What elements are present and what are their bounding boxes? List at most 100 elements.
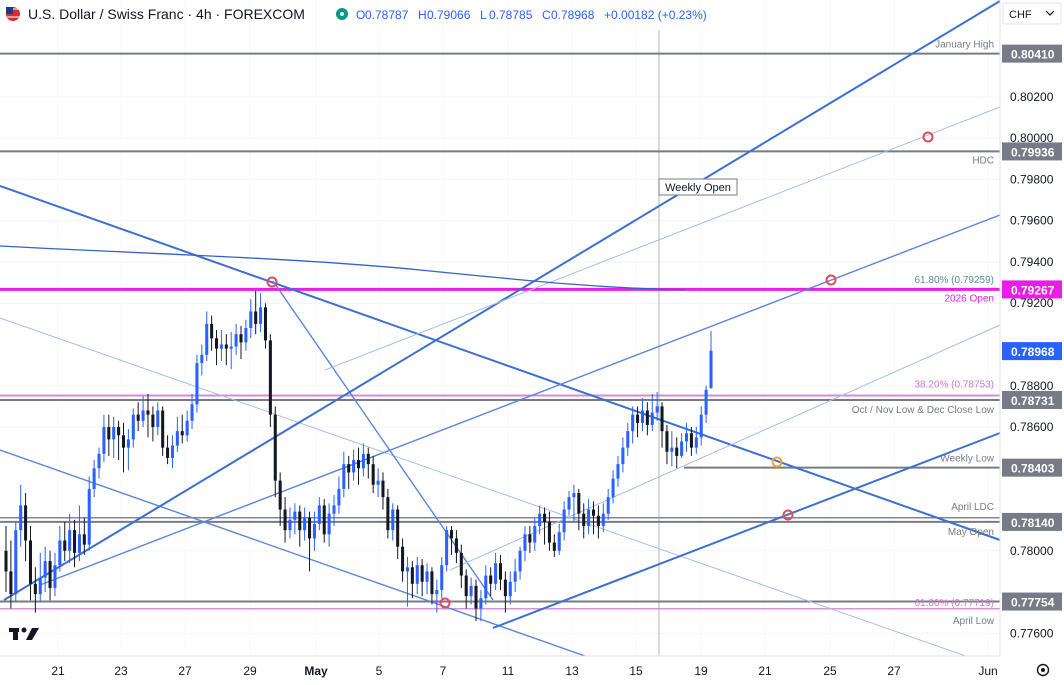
candle-body [484,575,488,599]
candle-body [469,585,473,597]
candle-body [185,420,189,436]
price-axis[interactable]: 0.80200 0.80000 0.79800 0.79600 0.79400 0.792… [1010,90,1054,640]
candle-body [685,433,689,442]
candle-body [352,460,356,473]
candle-body [538,513,542,527]
tradingview-logo-icon[interactable] [9,627,39,641]
candle-body [224,344,228,349]
level-label: 2026 Open [945,293,995,304]
candle-body [410,567,414,584]
level-labels: January High HDC 61.80% (0.79259) 2026 Open… [852,40,995,627]
candle-body [547,521,551,543]
time-tick-label: 7 [440,664,447,678]
candle-body [699,414,703,438]
candle-body [435,589,439,595]
candle-body [401,546,405,572]
candle-body [479,598,483,609]
price-tick-label: 0.78800 [1010,379,1054,393]
candle-body [200,354,204,364]
candle-body [494,563,498,584]
candle-body [288,519,292,531]
candle-body [43,561,47,578]
candle-body [48,561,52,588]
candle-body [317,505,321,524]
candle-body [454,538,458,553]
time-tick-label: 21 [51,664,65,678]
candle-body [498,563,502,580]
candle-body [356,460,361,469]
candle-body [14,530,18,595]
candle-body [28,540,32,584]
trendline [324,106,1001,371]
time-tick-label: 19 [694,664,708,678]
currency-button[interactable]: CHF [1002,2,1062,25]
candle-body [117,427,121,436]
candle-body [283,509,287,531]
level-label: May Open [948,527,994,538]
price-tags: 0.80410 0.79936 0.79267 0.78968 0.78731 0.784… [1002,44,1062,611]
candle-body [675,447,679,456]
moving-average [0,245,686,291]
candle-body [596,515,600,527]
ohlc-value: 0.78787 [365,8,409,22]
candle-body [562,509,566,533]
candle-body [254,311,258,324]
candle-body [58,540,62,566]
candle-body [342,464,346,489]
price-tick-label: 0.77600 [1010,626,1054,640]
candle-body [312,523,316,539]
trendline [39,214,1001,586]
price-tag-label: 0.78403 [1011,462,1055,476]
candle-body [77,534,81,553]
gear-icon[interactable] [1036,663,1050,677]
candle-body [278,480,282,510]
candle-body [268,340,272,415]
candle-body [567,497,571,510]
candle-body [303,517,307,531]
candle-body [239,334,243,343]
candle-body [102,427,106,454]
candle-body [557,532,561,551]
candle-body [24,505,28,541]
price-tag [1002,512,1062,531]
pivot-marker [771,456,783,468]
candle-body [180,431,184,436]
candle-body [219,344,223,349]
ohlc-readout: O 0.78787 H 0.79066 L 0.78785 C 0.78968 +0.00182… [356,8,707,22]
change-value: +0.00182 (+0.23%) [604,8,707,22]
level-label: 61.80% (0.79259) [914,275,994,286]
candle-body [680,441,684,456]
price-tag-label: 0.78731 [1011,394,1055,408]
price-tag [1002,458,1062,477]
candle-body [126,439,130,448]
ohlc-key: C [542,8,551,22]
candle-body [396,509,400,547]
candle-body [650,412,654,425]
time-axis[interactable]: 21 23 27 29 May 5 7 11 13 15 19 21 25 27 Jun [51,664,997,678]
ohlc-value: 0.79066 [427,8,471,22]
candle-body [170,445,174,458]
trendline [0,449,586,657]
candle-body [63,540,67,551]
ohlc-value: 0.78968 [551,8,595,22]
level-markers [266,131,934,609]
candle-body [689,433,693,448]
time-tick-label: 27 [178,664,192,678]
candle-body [543,513,547,522]
candle-body [587,509,591,527]
candle-body [694,437,698,448]
candle-body [528,534,532,543]
candle-body [474,585,478,609]
candle-body [19,505,23,531]
candle-body [175,431,179,446]
candle-body [156,410,160,428]
candle-body [513,571,517,582]
price-tag-label: 0.78968 [1011,345,1055,359]
candle-body [97,453,101,469]
candle-body [709,350,713,388]
trendline [449,324,1001,571]
candle-body [611,478,615,498]
time-tick-label: 25 [823,664,837,678]
